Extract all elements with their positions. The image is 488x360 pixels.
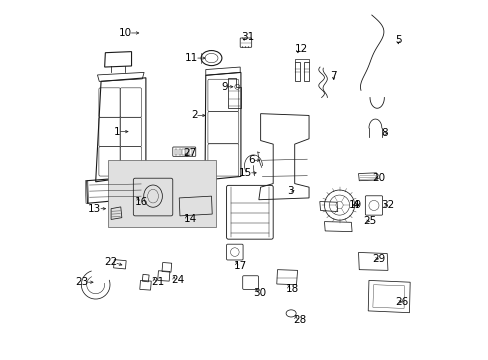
Text: 3: 3 (287, 186, 294, 196)
Text: 24: 24 (171, 275, 184, 285)
Text: 17: 17 (233, 261, 246, 271)
Text: 31: 31 (241, 32, 254, 41)
Text: 11: 11 (184, 53, 198, 63)
Text: 16: 16 (135, 197, 148, 207)
Text: 30: 30 (253, 288, 266, 298)
Bar (185, 149, 188, 154)
Text: 13: 13 (88, 204, 101, 214)
Text: 1: 1 (114, 127, 121, 136)
Text: 2: 2 (191, 111, 198, 121)
Bar (294, 62, 300, 81)
Text: 9: 9 (221, 82, 228, 92)
Text: 23: 23 (75, 277, 88, 287)
Text: 25: 25 (362, 216, 375, 226)
Text: 15: 15 (238, 168, 251, 178)
Text: 14: 14 (183, 215, 196, 224)
Text: 26: 26 (394, 297, 407, 307)
Text: 22: 22 (104, 257, 117, 267)
Text: 29: 29 (371, 254, 384, 264)
Text: 21: 21 (151, 277, 164, 287)
Text: 12: 12 (294, 44, 307, 54)
Bar (189, 149, 191, 154)
Polygon shape (108, 160, 215, 226)
Text: 6: 6 (248, 155, 255, 165)
Text: 19: 19 (348, 200, 361, 210)
Text: 5: 5 (394, 35, 401, 45)
Bar (175, 149, 177, 154)
Text: 7: 7 (330, 71, 337, 81)
Bar (178, 149, 181, 154)
Text: 28: 28 (292, 315, 305, 325)
Text: 20: 20 (371, 173, 384, 183)
Text: 10: 10 (118, 28, 131, 38)
Bar (182, 149, 184, 154)
Bar (303, 62, 308, 81)
Text: 18: 18 (285, 284, 298, 294)
Text: 4: 4 (351, 200, 358, 210)
Text: 27: 27 (183, 148, 196, 158)
Text: 32: 32 (380, 200, 393, 210)
Text: 8: 8 (380, 129, 386, 138)
